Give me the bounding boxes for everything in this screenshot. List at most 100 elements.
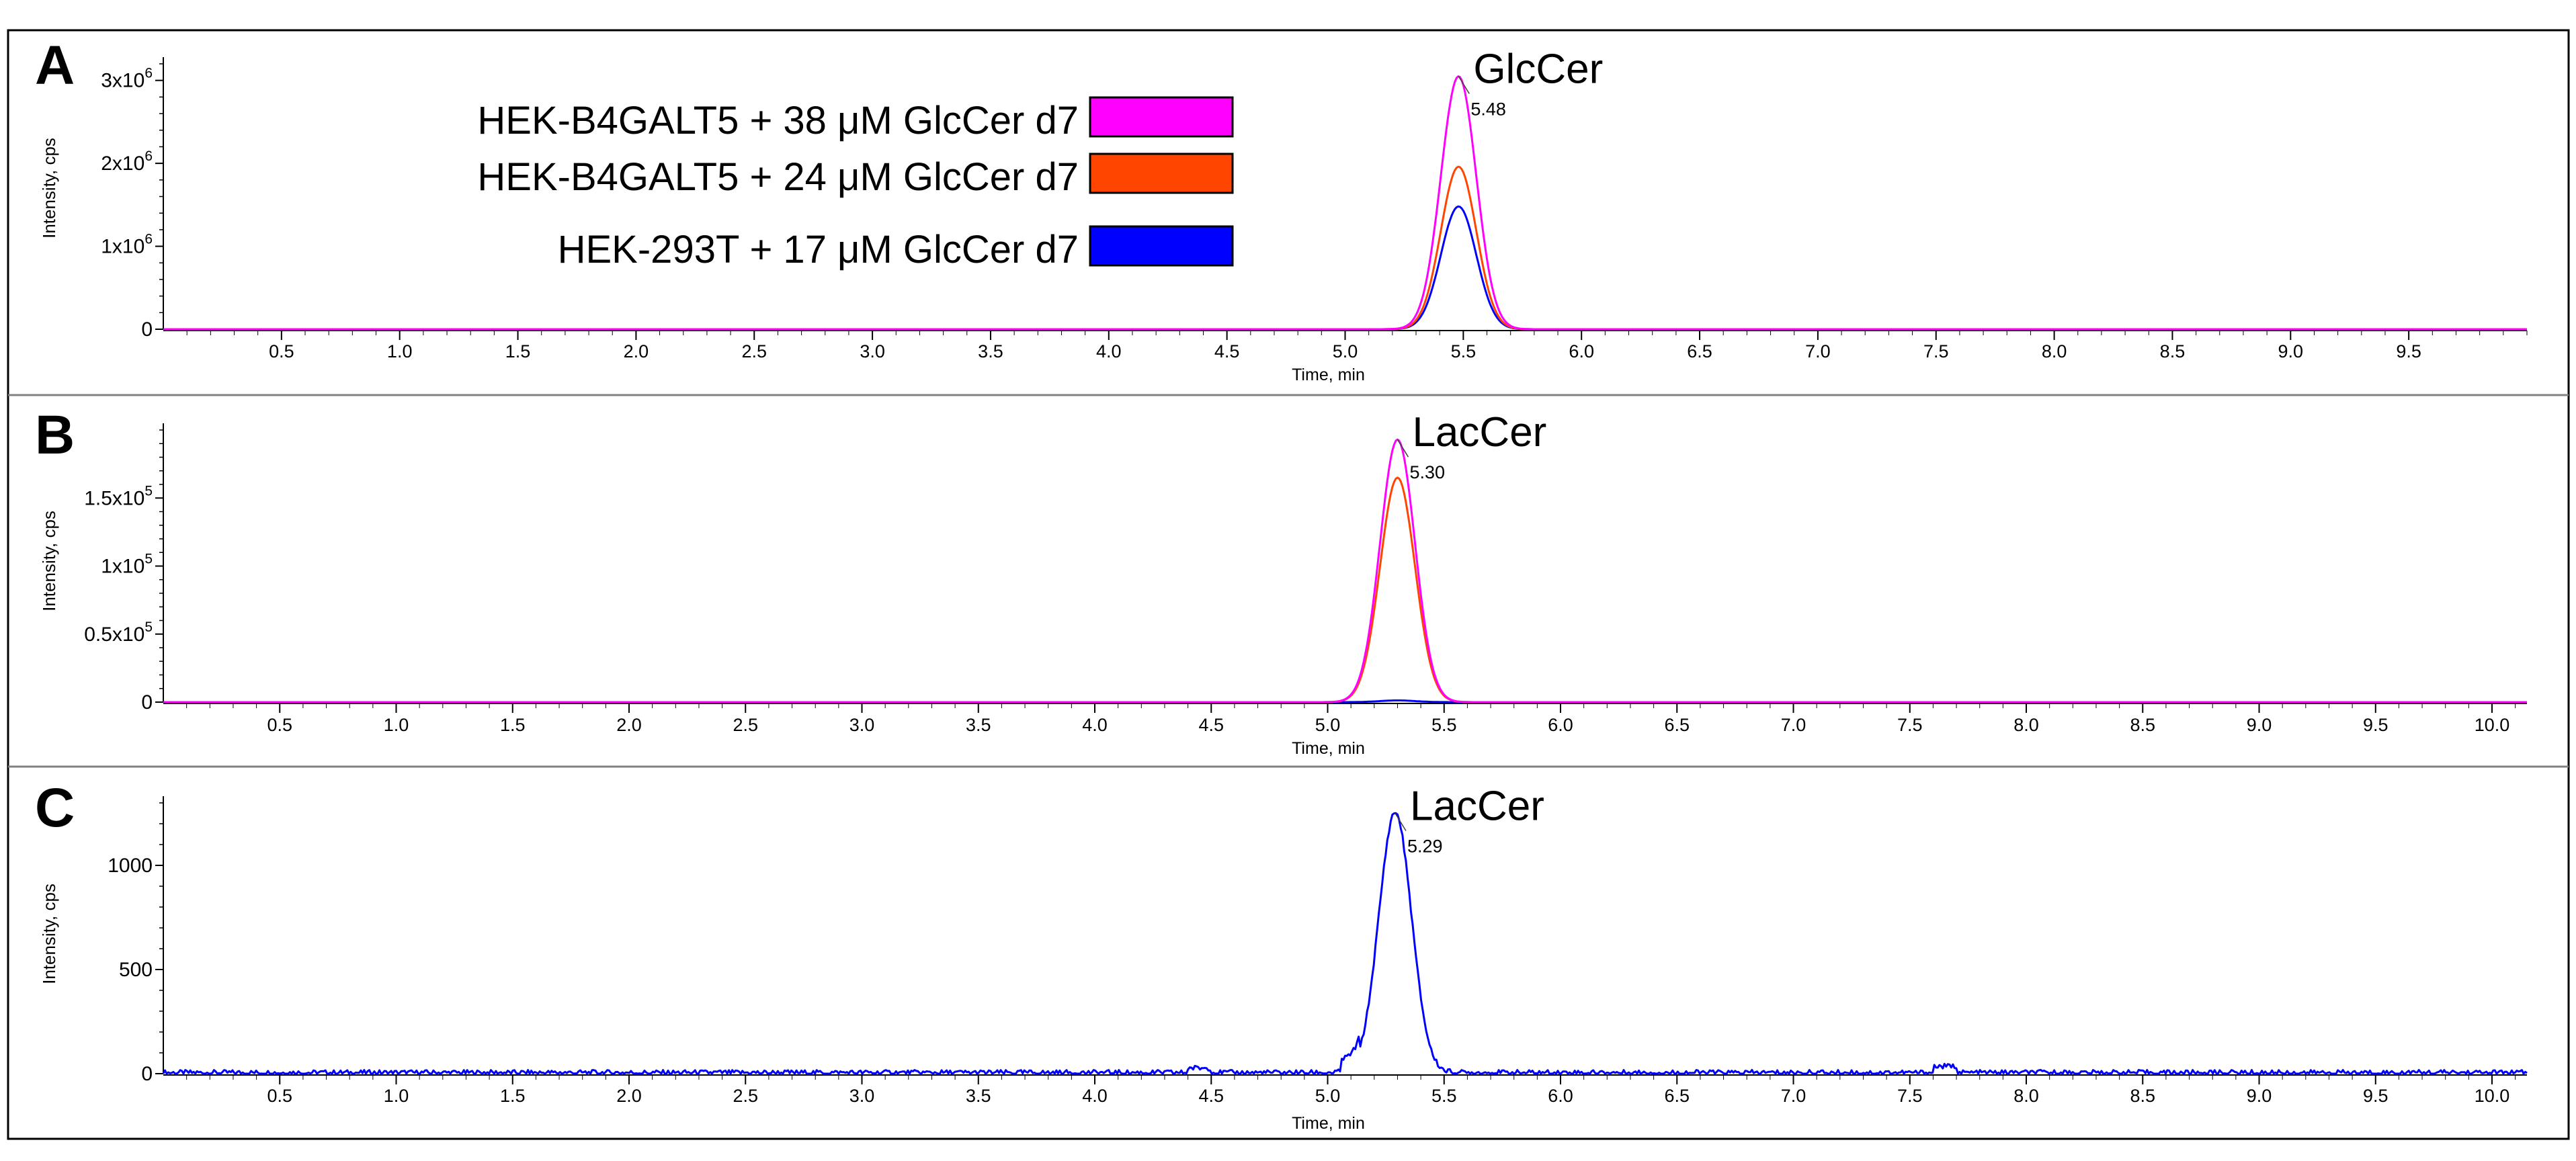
- y-tick-label: 1.5x105: [84, 483, 153, 509]
- panel-c: C Intensity, cps 0 500 1000 0.5 1.0 1.5 2.0 2.5 3.…: [35, 777, 2528, 1133]
- x-tick-label: 7.0: [1781, 1086, 1806, 1106]
- x-tick-label: 10.0: [2475, 1086, 2510, 1106]
- peak-leader-line: [1458, 76, 1470, 94]
- legend-swatch: [1089, 225, 1234, 267]
- x-tick-label: 5.5: [1431, 1086, 1457, 1106]
- x-tick-label: 2.5: [741, 341, 767, 361]
- x-tick-label: 8.5: [2160, 341, 2186, 361]
- x-tick-label: 3.0: [849, 1086, 875, 1106]
- y-axis-label: Intensity, cps: [39, 884, 59, 984]
- x-tick-label: 7.5: [1897, 1086, 1923, 1106]
- y-tick-label: 0: [141, 1063, 153, 1085]
- x-tick-label: 7.5: [1897, 715, 1923, 735]
- x-tick-label: 3.0: [860, 341, 885, 361]
- y-tick-label: 1000: [108, 855, 153, 877]
- x-tick-label: 8.5: [2130, 1086, 2155, 1106]
- legend: HEK-B4GALT5 + 38 μM GlcCer d7 HEK-B4GALT5…: [477, 96, 1234, 271]
- panel-b: B Intensity, cps 0 0.5x105 1x105 1.5x105 0.5 1.…: [35, 404, 2527, 758]
- x-tick-label: 4.0: [1082, 715, 1108, 735]
- legend-item: HEK-B4GALT5 + 24 μM GlcCer d7: [477, 153, 1234, 199]
- peak-leader-line: [1395, 813, 1407, 831]
- x-tick-label: 1.0: [387, 341, 413, 361]
- x-tick-label: 3.0: [849, 715, 875, 735]
- x-tick-label: 3.5: [978, 341, 1003, 361]
- legend-item: HEK-293T + 17 μM GlcCer d7: [558, 225, 1234, 271]
- peak-time-label: 5.48: [1470, 99, 1506, 120]
- legend-swatch: [1089, 153, 1234, 194]
- x-tick-label: 1.5: [500, 715, 526, 735]
- x-tick-label: 9.0: [2247, 715, 2272, 735]
- y-tick-label: 2x106: [101, 148, 153, 175]
- x-tick-label: 5.0: [1315, 715, 1341, 735]
- panels-layer: A Intensity, cps 0 1x106 2x106 3x106 0.5 1.0 1.5…: [7, 29, 2570, 1140]
- x-tick-label: 2.5: [733, 715, 758, 735]
- peak-time-label: 5.30: [1409, 462, 1445, 482]
- legend-label: HEK-B4GALT5 + 24 μM GlcCer d7: [477, 155, 1079, 199]
- x-tick-label: 7.0: [1781, 715, 1806, 735]
- y-tick-label: 500: [119, 959, 153, 981]
- x-tick-label: 4.5: [1198, 715, 1224, 735]
- x-tick-label: 5.0: [1333, 341, 1358, 361]
- series-line-1: [162, 812, 2528, 1075]
- x-tick-label: 4.0: [1082, 1086, 1108, 1106]
- x-tick-label: 8.0: [2013, 1086, 2039, 1106]
- x-tick-label: 6.0: [1569, 341, 1594, 361]
- x-tick-label: 3.5: [966, 1086, 991, 1106]
- legend-label: HEK-B4GALT5 + 38 μM GlcCer d7: [477, 99, 1079, 142]
- x-tick-label: 3.5: [966, 715, 991, 735]
- x-tick-label: 1.0: [384, 1086, 409, 1106]
- y-axis-label: Intensity, cps: [39, 138, 59, 239]
- legend-item: HEK-B4GALT5 + 38 μM GlcCer d7: [477, 96, 1234, 142]
- panel-a: A Intensity, cps 0 1x106 2x106 3x106 0.5 1.0 1.5…: [35, 35, 2528, 384]
- peak-leader-line: [1397, 439, 1409, 458]
- x-axis-label: Time, min: [1292, 1114, 1365, 1133]
- y-tick-label: 0.5x105: [84, 619, 153, 646]
- panel-letter: C: [35, 777, 75, 838]
- x-tick-label: 9.5: [2363, 1086, 2388, 1106]
- analyte-label: LacCer: [1412, 409, 1546, 456]
- x-tick-label: 1.5: [500, 1086, 526, 1106]
- x-tick-label: 2.0: [616, 715, 642, 735]
- x-tick-label: 1.5: [505, 341, 531, 361]
- x-tick-label: 1.0: [384, 715, 409, 735]
- y-axis-label: Intensity, cps: [39, 511, 59, 611]
- x-tick-label: 0.5: [267, 715, 292, 735]
- y-tick-label: 0: [141, 691, 153, 714]
- x-tick-label: 6.5: [1687, 341, 1712, 361]
- x-tick-label: 8.0: [2042, 341, 2067, 361]
- analyte-label: GlcCer: [1473, 46, 1603, 93]
- x-tick-label: 6.0: [1548, 715, 1573, 735]
- x-tick-label: 5.0: [1315, 1086, 1341, 1106]
- series-line-1: [163, 75, 2527, 331]
- x-tick-label: 6.0: [1548, 1086, 1573, 1106]
- x-tick-label: 8.5: [2130, 715, 2155, 735]
- x-tick-label: 2.5: [733, 1086, 758, 1106]
- series-line-1: [163, 438, 2527, 703]
- legend-swatch: [1089, 96, 1234, 138]
- x-axis-label: Time, min: [1292, 366, 1365, 384]
- x-tick-label: 10.0: [2475, 715, 2510, 735]
- x-tick-label: 5.5: [1451, 341, 1477, 361]
- panel-letter: A: [35, 35, 75, 96]
- x-tick-label: 4.0: [1096, 341, 1122, 361]
- y-tick-label: 0: [141, 318, 153, 341]
- x-tick-label: 6.5: [1664, 1086, 1690, 1106]
- x-tick-label: 8.0: [2013, 715, 2039, 735]
- analyte-label: LacCer: [1410, 783, 1544, 830]
- y-tick-label: 1x106: [101, 232, 153, 258]
- x-tick-label: 4.5: [1214, 341, 1240, 361]
- x-tick-label: 9.5: [2396, 341, 2421, 361]
- x-tick-label: 4.5: [1198, 1086, 1224, 1106]
- x-tick-label: 2.0: [624, 341, 649, 361]
- x-tick-label: 0.5: [269, 341, 294, 361]
- x-axis-label: Time, min: [1292, 739, 1365, 758]
- legend-label: HEK-293T + 17 μM GlcCer d7: [558, 228, 1079, 271]
- x-tick-label: 2.0: [616, 1086, 642, 1106]
- x-tick-label: 9.0: [2247, 1086, 2272, 1106]
- x-tick-label: 9.0: [2278, 341, 2304, 361]
- x-tick-label: 5.5: [1431, 715, 1457, 735]
- x-tick-label: 7.0: [1805, 341, 1831, 361]
- figure-border: [7, 29, 2570, 1140]
